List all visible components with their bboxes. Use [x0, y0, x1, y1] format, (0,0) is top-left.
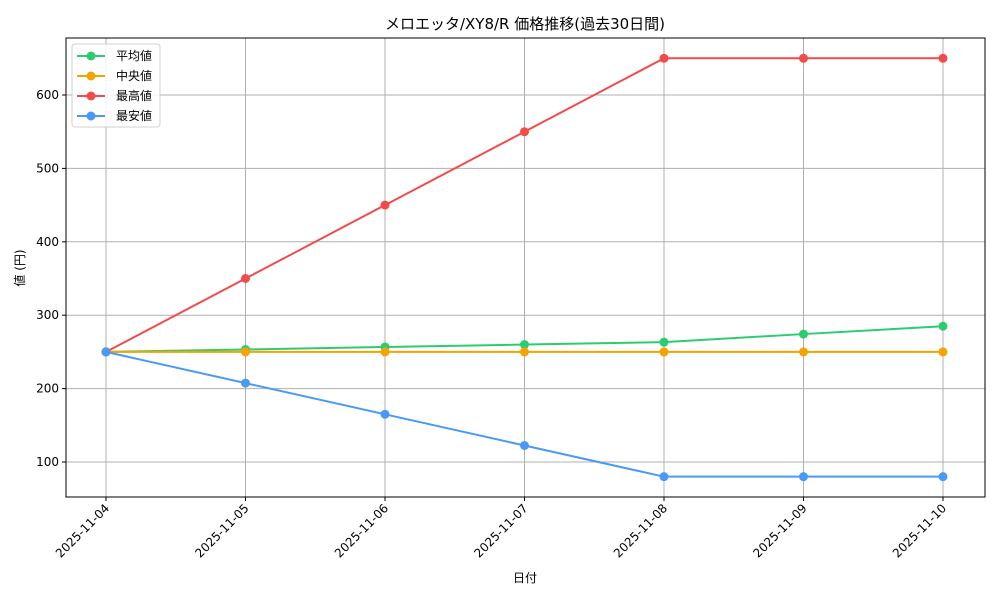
x-tick-label: 2025-11-09 — [750, 501, 809, 560]
data-point — [380, 409, 390, 419]
data-point — [938, 347, 948, 357]
x-tick-label: 2025-11-06 — [332, 501, 391, 560]
legend-label: 最安値 — [116, 108, 152, 123]
data-point — [520, 127, 529, 137]
x-tick-label: 2025-11-08 — [611, 501, 670, 560]
x-axis-label: 日付 — [513, 571, 537, 585]
data-point — [520, 340, 529, 350]
y-tick-label: 400 — [36, 235, 59, 249]
data-point — [938, 472, 948, 482]
legend-label: 最高値 — [116, 88, 152, 103]
series-lines — [101, 53, 948, 482]
data-point — [241, 378, 250, 388]
data-point — [938, 53, 948, 63]
data-point — [241, 274, 250, 283]
y-axis-label: 値 (円) — [12, 249, 27, 286]
data-point — [799, 472, 808, 482]
data-point — [659, 53, 669, 63]
legend-box — [71, 43, 161, 128]
legend-item: 中央値 — [77, 68, 152, 83]
plot-frame — [65, 37, 986, 498]
x-tick-label: 2025-11-07 — [471, 501, 530, 560]
x-axis-ticks: 2025-11-04 2025-11-05 2025-11-06 2025-11-07… — [53, 497, 949, 560]
data-point — [380, 347, 390, 357]
grid-lines — [66, 38, 985, 497]
data-point — [799, 347, 808, 357]
x-tick-label: 2025-11-04 — [53, 501, 112, 560]
legend-item: 最安値 — [77, 108, 152, 123]
data-point — [520, 347, 529, 357]
x-tick-label: 2025-11-05 — [192, 501, 251, 560]
data-point — [659, 472, 669, 482]
legend-label: 中央値 — [116, 68, 152, 83]
y-tick-label: 200 — [36, 382, 59, 396]
legend-item: 最高値 — [77, 88, 152, 103]
y-tick-label: 300 — [36, 308, 59, 322]
data-point — [520, 440, 529, 450]
x-tick-label: 2025-11-10 — [890, 501, 949, 560]
chart-title: メロエッタ/XY8/R 価格推移(過去30日間) — [385, 15, 665, 33]
legend-label: 平均値 — [116, 48, 152, 63]
data-point — [799, 329, 808, 339]
y-axis-ticks: 100 200 300 400 500 600 — [36, 88, 66, 469]
data-point — [799, 53, 808, 63]
data-point — [380, 200, 390, 210]
data-point — [938, 321, 948, 331]
data-point — [659, 347, 669, 357]
data-point — [101, 347, 111, 357]
y-tick-label: 600 — [36, 88, 59, 102]
legend-item: 平均値 — [77, 48, 152, 63]
y-tick-label: 100 — [36, 455, 59, 469]
data-point — [241, 347, 250, 357]
data-point — [659, 337, 669, 347]
y-tick-label: 500 — [36, 161, 59, 175]
